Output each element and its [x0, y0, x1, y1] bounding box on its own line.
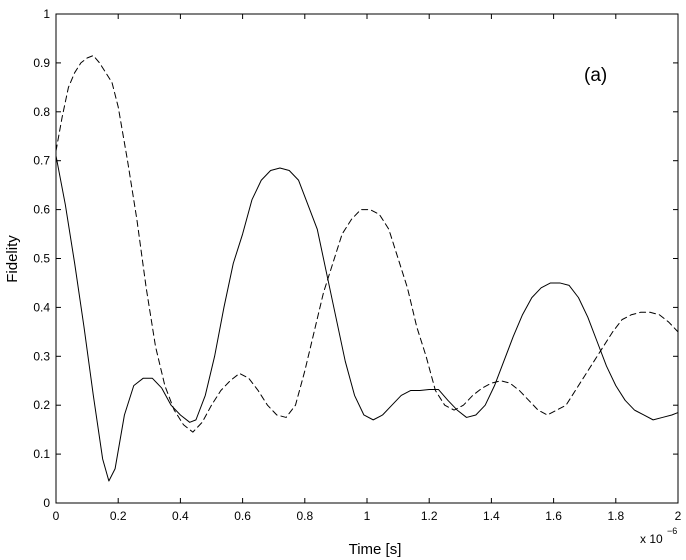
y-tick-label: 0.9	[33, 56, 50, 70]
dashed-series-line	[55, 55, 679, 433]
y-tick-label: 0.5	[33, 252, 50, 266]
x-tick-label: 1.6	[545, 509, 562, 523]
panel-annotation: (a)	[584, 65, 607, 86]
x-tick-label: 1.2	[421, 509, 438, 523]
ticks-layer: 0 0.2 0.4 0.6 0.8 1 1.2 1.4 1.6 1.8 2 0 0.1 0.2 0.3 0.4…	[33, 7, 681, 523]
x-tick-label: 2	[675, 509, 682, 523]
y-tick-label: 0.3	[33, 349, 50, 363]
x-multiplier-exponent: −6	[667, 526, 677, 536]
y-tick-label: 0.8	[33, 105, 50, 119]
x-multiplier-base: x 10	[640, 532, 663, 546]
x-tick-label: 0.8	[296, 509, 313, 523]
x-tick-label: 0	[53, 509, 60, 523]
y-axis-label: Fidelity	[4, 235, 21, 283]
y-tick-label: 0.2	[33, 398, 50, 412]
y-tick-label: 1	[43, 7, 50, 21]
x-tick-label: 1.8	[607, 509, 624, 523]
x-tick-label: 0.4	[172, 509, 189, 523]
x-axis-label: Time [s]	[349, 541, 402, 558]
x-tick-label: 0.6	[234, 509, 251, 523]
y-tick-label: 0.1	[33, 447, 50, 461]
y-tick-label: 0.6	[33, 203, 50, 217]
plot-frame	[55, 13, 679, 504]
x-tick-label: 0.2	[110, 509, 127, 523]
x-tick-label: 1	[364, 509, 371, 523]
y-tick-label: 0.4	[33, 300, 50, 314]
x-tick-label: 1.4	[483, 509, 500, 523]
solid-series-line	[55, 155, 679, 482]
y-tick-label: 0	[43, 496, 50, 510]
series-layer	[55, 55, 679, 482]
y-tick-label: 0.7	[33, 154, 50, 168]
